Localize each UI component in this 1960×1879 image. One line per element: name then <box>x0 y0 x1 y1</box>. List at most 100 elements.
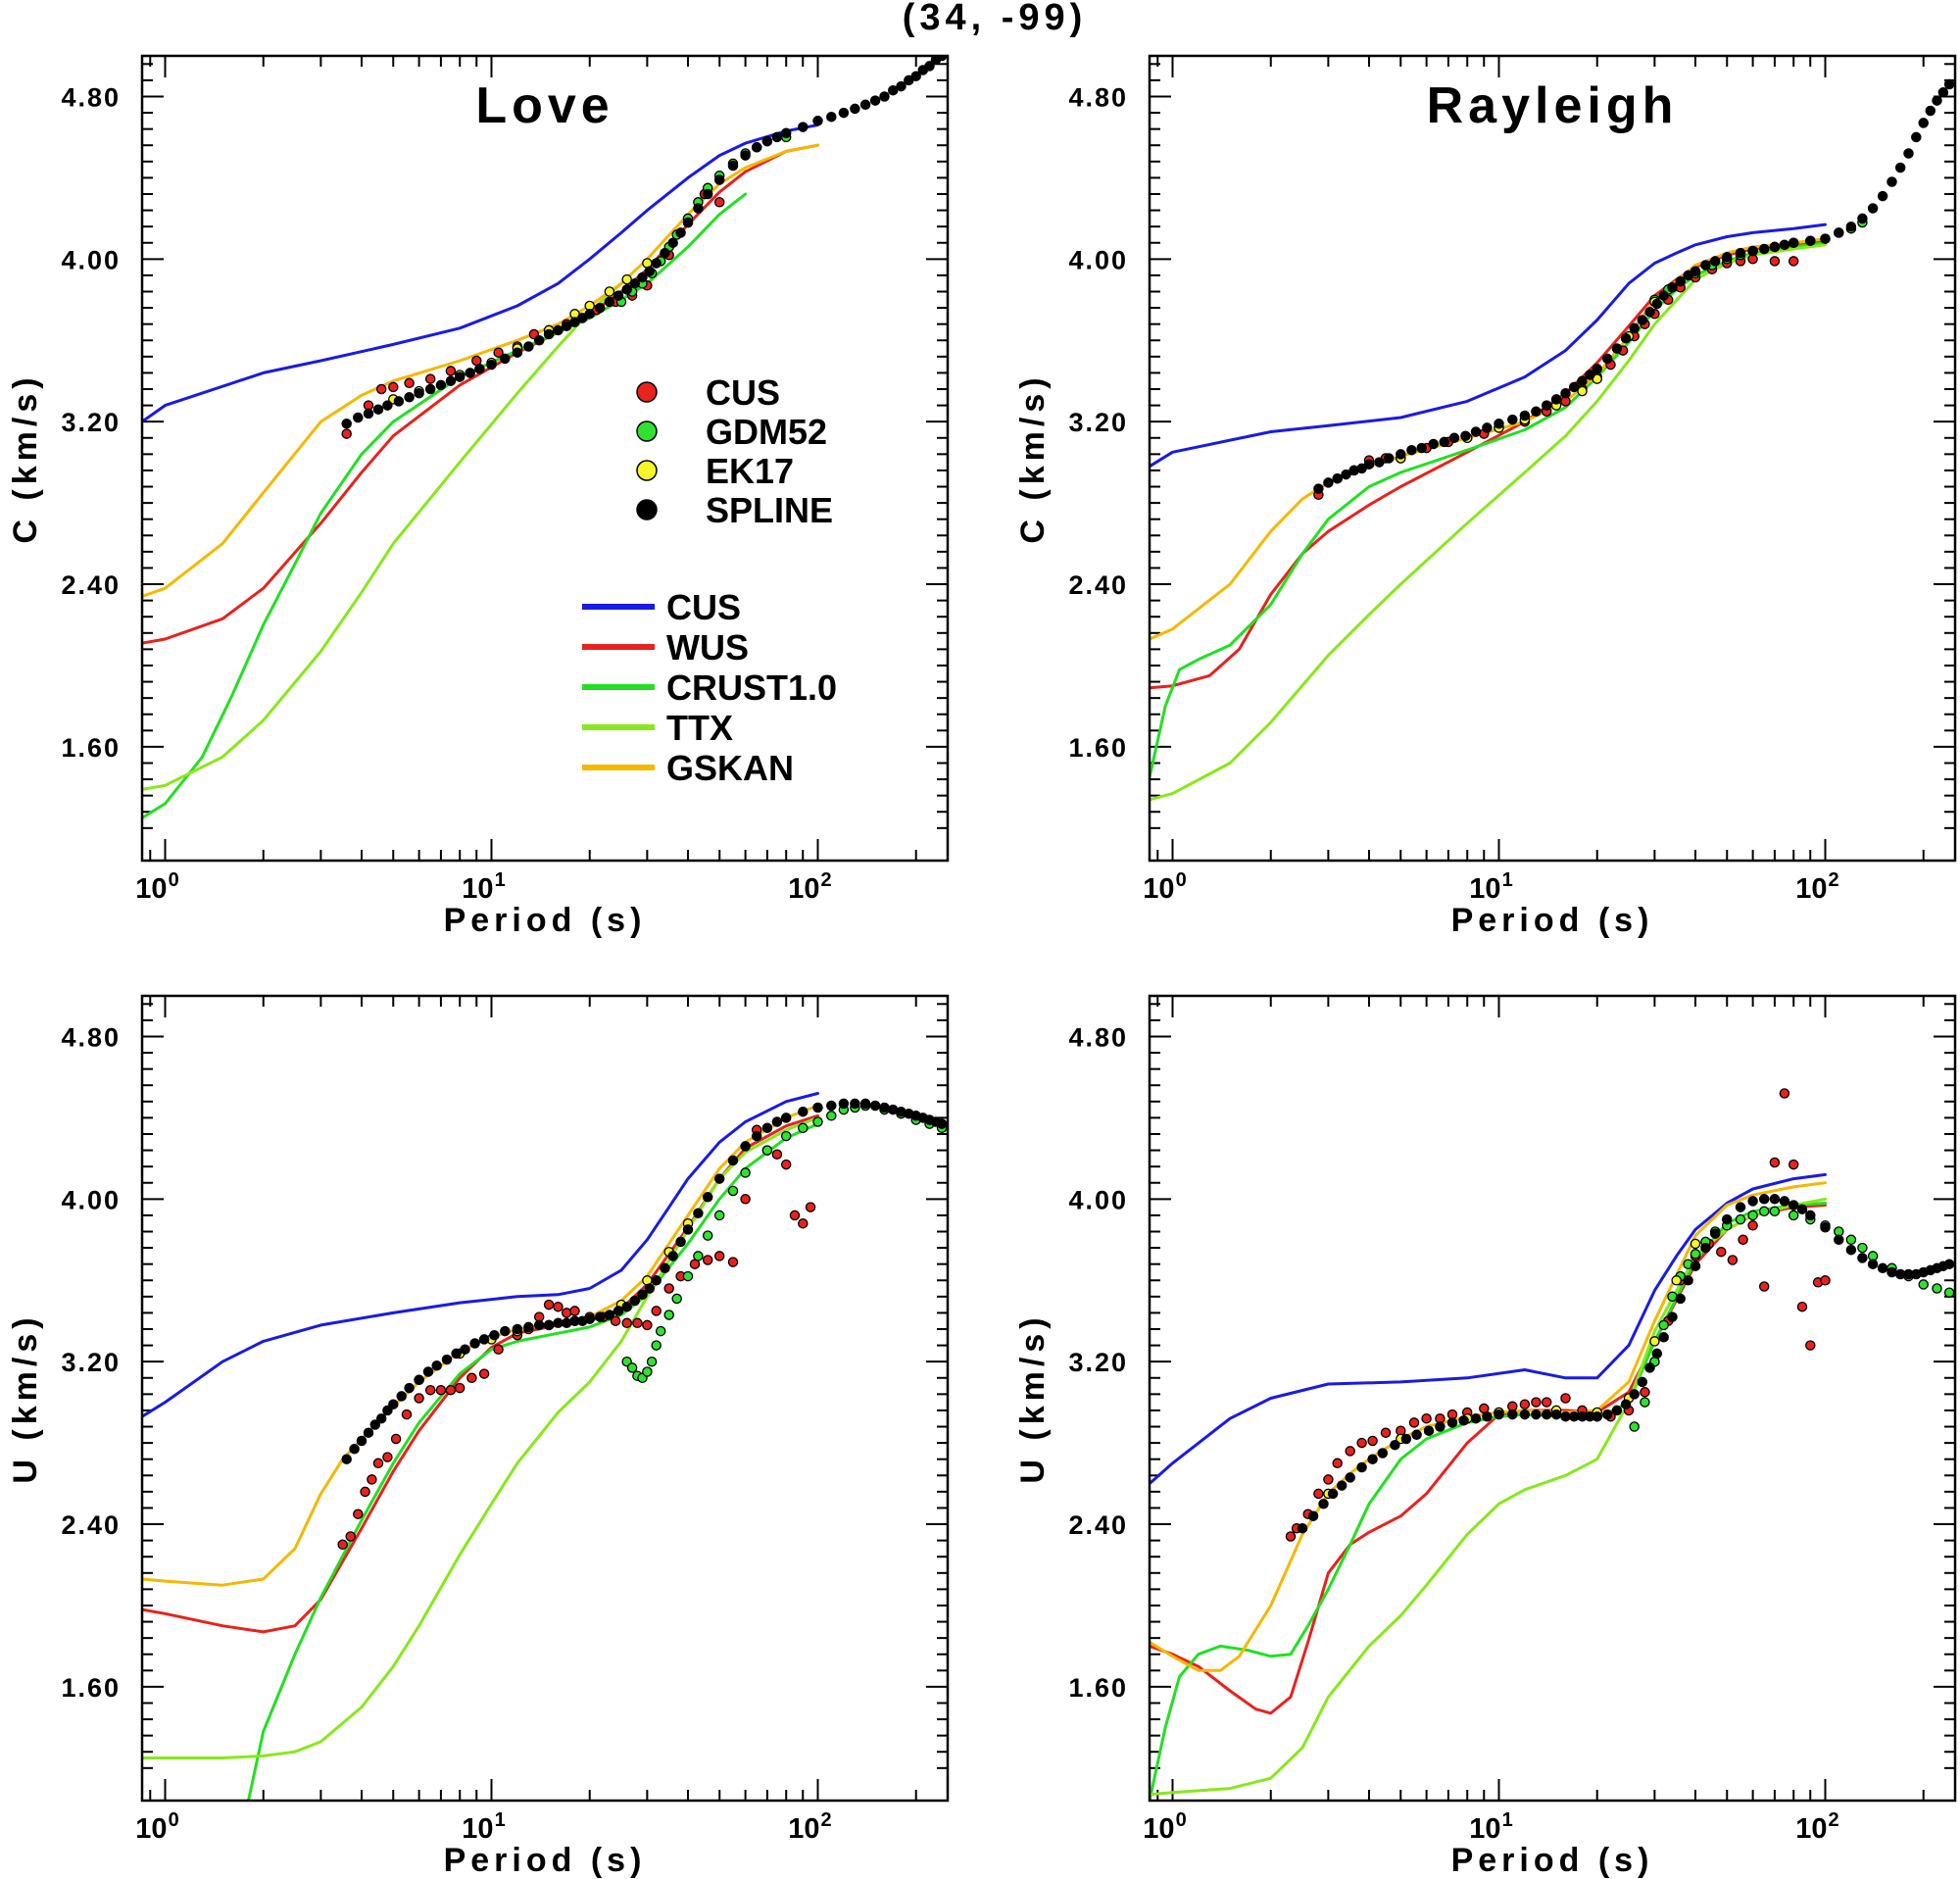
point <box>780 1113 792 1123</box>
point <box>1651 298 1663 310</box>
x-tick-label: 100 <box>1143 1809 1186 1845</box>
point <box>1690 1261 1701 1271</box>
point <box>702 1255 713 1265</box>
point <box>1932 95 1942 106</box>
point <box>1411 1429 1422 1441</box>
point <box>675 227 686 238</box>
figure-title: (34, -99) <box>903 0 1088 38</box>
x-tick-label: 101 <box>462 869 505 905</box>
point <box>838 1098 850 1110</box>
point <box>780 1130 792 1142</box>
point <box>1721 252 1733 263</box>
point <box>1494 1409 1504 1420</box>
point <box>1894 162 1906 173</box>
point <box>478 1334 490 1345</box>
point <box>604 1310 615 1320</box>
line-crust1-0 <box>1150 1202 1827 1801</box>
point <box>553 1301 564 1312</box>
point <box>1779 1088 1790 1099</box>
point <box>642 1366 653 1377</box>
point <box>445 375 457 386</box>
point <box>626 1362 638 1373</box>
point <box>1380 1427 1392 1438</box>
line-cus <box>1150 1172 1827 1486</box>
point <box>740 150 751 161</box>
point <box>1886 176 1897 187</box>
legend-label: SPLINE <box>706 490 833 530</box>
point <box>826 1100 837 1112</box>
point <box>543 328 555 340</box>
point <box>924 61 935 72</box>
point <box>1644 306 1655 318</box>
point <box>1779 1196 1790 1207</box>
point <box>1903 148 1914 159</box>
point <box>1716 1246 1727 1258</box>
point <box>798 1122 808 1134</box>
point <box>682 217 694 228</box>
points-cus <box>337 1124 816 1551</box>
y-tick-label: 1.60 <box>61 733 121 763</box>
point <box>1560 1393 1571 1404</box>
point <box>1857 213 1868 224</box>
point <box>569 317 580 327</box>
point <box>1788 1200 1799 1211</box>
point <box>500 353 511 365</box>
point <box>493 1344 504 1355</box>
point <box>1356 1437 1367 1449</box>
point <box>1867 1259 1879 1269</box>
y-tick-label: 3.20 <box>61 408 121 437</box>
y-tick-label: 4.00 <box>61 1185 121 1214</box>
point <box>713 174 725 185</box>
point <box>1332 1458 1343 1469</box>
point <box>604 296 615 308</box>
panel-title: Rayleigh <box>1427 77 1679 134</box>
point <box>740 1167 751 1178</box>
legend-marker <box>636 381 658 403</box>
plot-frame <box>1148 54 1957 863</box>
point <box>349 1444 360 1455</box>
point <box>1937 87 1949 98</box>
point <box>1629 322 1640 334</box>
point <box>1531 1409 1542 1420</box>
point <box>612 290 624 301</box>
point <box>396 1391 407 1402</box>
y-tick-label: 4.80 <box>61 82 121 112</box>
point <box>1541 1409 1552 1420</box>
y-tick-label: 1.60 <box>1068 1673 1128 1703</box>
point <box>445 366 457 376</box>
axis-ticks <box>142 56 948 861</box>
point <box>1585 370 1595 380</box>
line-gskan <box>1150 1181 1827 1672</box>
legend-label: WUS <box>666 627 749 668</box>
point <box>345 1531 356 1542</box>
point <box>637 272 648 283</box>
point <box>1611 1405 1623 1416</box>
point <box>1671 1275 1682 1286</box>
point <box>812 116 823 126</box>
line-wus <box>1150 239 1827 690</box>
point <box>1460 430 1471 441</box>
point <box>1651 1348 1663 1360</box>
point <box>621 284 632 295</box>
point <box>1345 1472 1355 1483</box>
point <box>780 127 792 139</box>
point <box>1377 1448 1389 1459</box>
point <box>771 1116 783 1127</box>
point <box>1640 1397 1650 1408</box>
y-tick-label: 2.40 <box>1068 570 1128 600</box>
point <box>1439 436 1449 448</box>
point <box>727 1155 739 1166</box>
y-tick-label: 2.40 <box>1068 1510 1128 1540</box>
point <box>584 309 595 320</box>
points-cus <box>1285 1088 1831 1542</box>
point <box>727 1185 739 1197</box>
point <box>637 1289 648 1301</box>
point <box>1356 1461 1367 1473</box>
point <box>663 1283 674 1294</box>
point <box>859 99 871 111</box>
point <box>1577 385 1588 397</box>
point <box>1805 1210 1816 1221</box>
point <box>1336 1480 1348 1491</box>
legend-label: EK17 <box>706 451 794 491</box>
point <box>761 135 773 147</box>
